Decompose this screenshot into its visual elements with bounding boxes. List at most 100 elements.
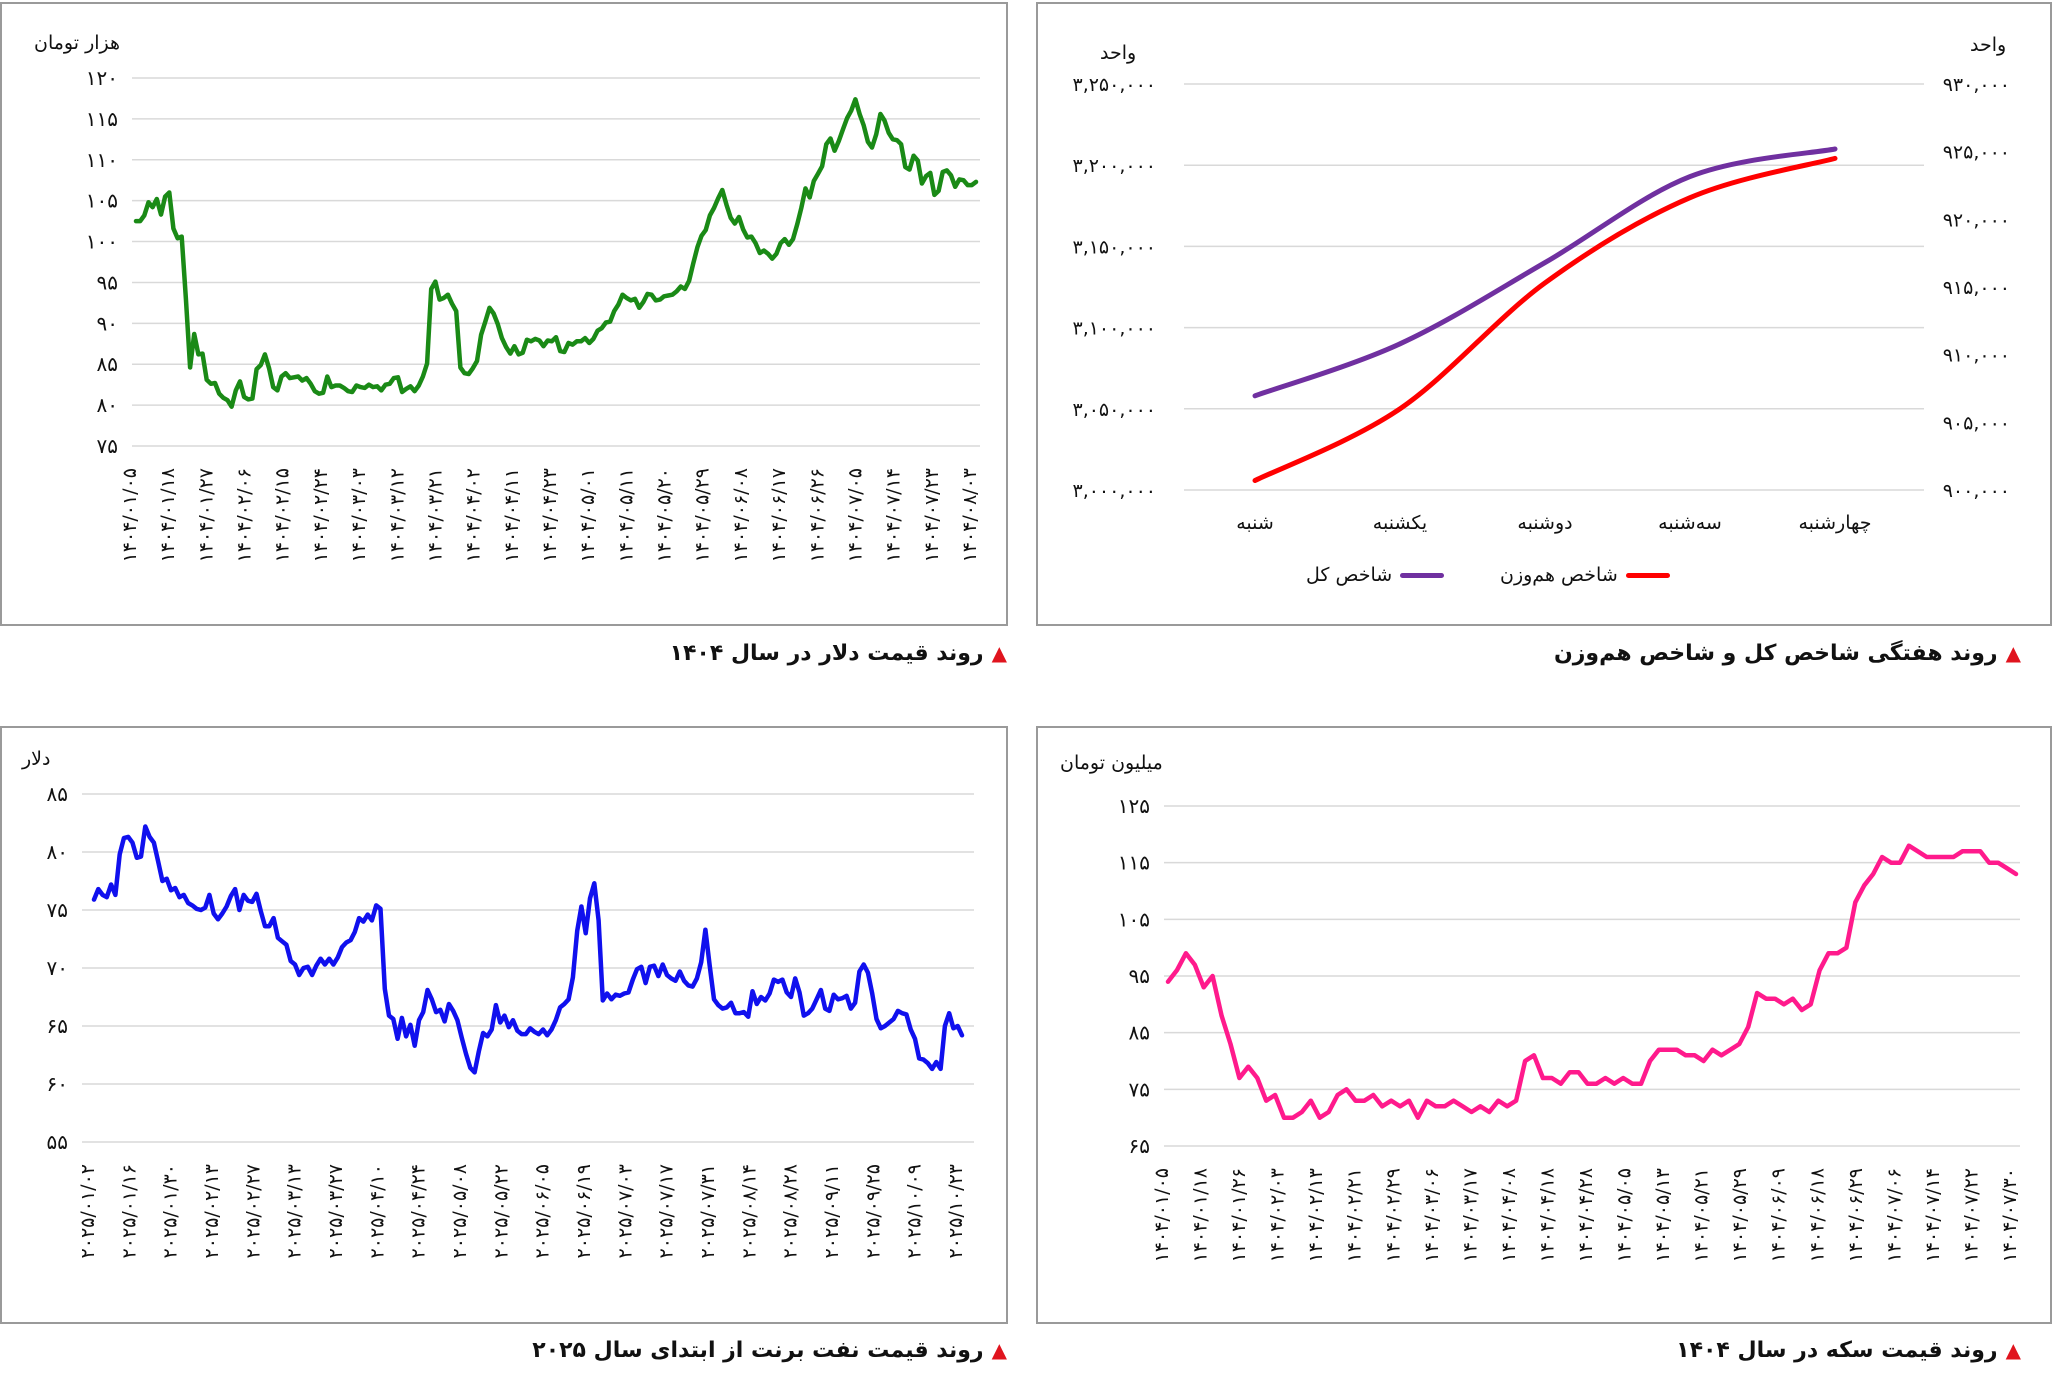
coin-unit: میلیون تومان	[1060, 752, 1163, 774]
index-total-line	[1252, 146, 1838, 399]
brent-chart: ۵۵ ۶۰ ۶۵ ۷۰ ۷۵ ۸۰ ۸۵ ۲۰۲۵/۰۱/۰۲ ۲۰۲۵/۰۱/۱۶ ۲۰۲۵/۰…	[47, 782, 974, 1258]
brent-y-tick-label: ۸۰	[47, 840, 68, 864]
index-left-tick-label: ۳,۱۵۰,۰۰۰	[1072, 236, 1156, 258]
index-caption: ▲ روند هفتگی شاخص کل و شاخص هم‌وزن	[1554, 641, 2021, 666]
brent-y-tick-label: ۷۰	[47, 956, 68, 980]
coin-x-tick-label: ۱۴۰۴/۰۲/۲۱	[1344, 1168, 1366, 1262]
index-right-tick-label: ۹۳۰,۰۰۰	[1943, 74, 2010, 96]
coin-y-tick-label: ۱۰۵	[1118, 907, 1150, 931]
dollar-x-tick-label: ۱۴۰۴/۰۵/۰۱	[577, 468, 599, 562]
brent-x-tick-label: ۲۰۲۵/۰۱/۱۶	[118, 1164, 140, 1258]
index-legend-red-label: شاخص هم‌وزن	[1500, 564, 1618, 586]
dollar-series-line	[133, 97, 979, 409]
caption-triangle-icon: ▲	[2005, 1338, 2021, 1362]
dollar-chart: ۷۵ ۸۰ ۸۵ ۹۰ ۹۵ ۱۰۰ ۱۰۵ ۱۱۰ ۱۱۵ ۱۲۰ ۱۴۰۴/۰۱/۰۵ ۱۴۰۴/…	[86, 66, 981, 562]
coin-x-tick-label: ۱۴۰۴/۰۶/۰۹	[1768, 1168, 1790, 1262]
coin-x-tick-label: ۱۴۰۴/۰۲/۱۳	[1305, 1168, 1327, 1262]
coin-x-tick-label: ۱۴۰۴/۰۵/۲۹	[1729, 1168, 1751, 1262]
coin-x-tick-label: ۱۴۰۴/۰۴/۰۸	[1498, 1168, 1520, 1262]
coin-chart-panel: میلیون تومان ۶۵ ۷۵ ۸۵ ۹۵ ۱۰۵ ۱۱۵ ۱۲۵ ۱۴۰۴/۰۱/۰۵…	[1036, 726, 2052, 1324]
dollar-x-tick-label: ۱۴۰۴/۰۴/۰۲	[463, 468, 485, 562]
coin-caption-text: روند قیمت سکه در سال ۱۴۰۴	[1676, 1338, 1998, 1363]
caption-triangle-icon: ▲	[991, 641, 1007, 665]
dollar-x-tick-label: ۱۴۰۴/۰۷/۲۳	[921, 468, 943, 562]
brent-x-tick-label: ۲۰۲۵/۰۲/۲۷	[242, 1164, 264, 1258]
brent-x-tick-label: ۲۰۲۵/۰۹/۲۵	[862, 1164, 884, 1258]
dollar-x-tick-label: ۱۴۰۴/۰۴/۲۳	[539, 468, 561, 562]
dollar-x-tick-label: ۱۴۰۴/۰۲/۲۴	[310, 468, 332, 562]
dollar-x-tick-label: ۱۴۰۴/۰۶/۲۶	[806, 468, 828, 562]
index-chart-panel: واحد واحد ۳,۰۰۰,۰۰۰ ۳,۰۵۰,۰۰۰ ۳,۱۰۰,۰۰۰ ۳,۱…	[1036, 2, 2052, 626]
coin-x-tick-label: ۱۴۰۴/۰۱/۱۸	[1190, 1168, 1212, 1262]
dollar-x-tick-label: ۱۴۰۴/۰۸/۰۳	[959, 468, 981, 562]
coin-x-tick-label: ۱۴۰۴/۰۲/۲۹	[1382, 1168, 1404, 1262]
coin-x-tick-label: ۱۴۰۴/۰۶/۱۸	[1806, 1168, 1828, 1262]
brent-caption-text: روند قیمت نفت برنت از ابتدای سال ۲۰۲۵	[532, 1338, 984, 1363]
index-x-category-label: دوشنبه	[1517, 512, 1572, 534]
index-right-tick-label: ۹۱۵,۰۰۰	[1943, 277, 2010, 299]
brent-x-tick-label: ۲۰۲۵/۰۸/۱۴	[738, 1164, 760, 1258]
coin-x-tick-label: ۱۴۰۴/۰۶/۲۹	[1845, 1168, 1867, 1262]
coin-x-tick-label: ۱۴۰۴/۰۱/۲۶	[1228, 1168, 1250, 1262]
dollar-x-tick-label: ۱۴۰۴/۰۷/۱۴	[883, 468, 905, 562]
index-right-tick-label: ۹۰۵,۰۰۰	[1943, 412, 2010, 434]
coin-x-tick-label: ۱۴۰۴/۰۷/۰۶	[1883, 1168, 1905, 1262]
coin-x-tick-label: ۱۴۰۴/۰۷/۲۲	[1960, 1168, 1982, 1262]
brent-x-tick-label: ۲۰۲۵/۰۳/۲۷	[325, 1164, 347, 1258]
index-x-category-label: سه‌شنبه	[1658, 512, 1722, 534]
coin-x-tick-label: ۱۴۰۴/۰۷/۳۰	[1999, 1168, 2021, 1262]
coin-y-tick-label: ۶۵	[1129, 1134, 1150, 1158]
coin-y-tick-label: ۱۱۵	[1118, 851, 1150, 875]
coin-x-tick-label: ۱۴۰۴/۰۳/۰۶	[1421, 1168, 1443, 1262]
dollar-caption-text: روند قیمت دلار در سال ۱۴۰۴	[669, 641, 984, 666]
brent-y-tick-label: ۵۵	[47, 1130, 68, 1154]
caption-triangle-icon: ▲	[2005, 641, 2021, 665]
dollar-x-tick-label: ۱۴۰۴/۰۱/۰۵	[119, 468, 141, 562]
brent-x-tick-label: ۲۰۲۵/۱۰/۲۳	[945, 1164, 967, 1258]
dollar-x-tick-label: ۱۴۰۴/۰۵/۱۱	[615, 468, 637, 562]
brent-x-tick-label: ۲۰۲۵/۰۷/۰۳	[614, 1164, 636, 1258]
index-legend-total: شاخص کل	[1306, 564, 1445, 586]
index-right-tick-label: ۹۲۰,۰۰۰	[1943, 209, 2010, 231]
coin-caption: ▲ روند قیمت سکه در سال ۱۴۰۴	[1676, 1338, 2021, 1363]
brent-x-tick-label: ۲۰۲۵/۰۴/۱۰	[366, 1164, 388, 1258]
dollar-x-tick-label: ۱۴۰۴/۰۲/۱۵	[272, 468, 294, 562]
brent-x-tick-label: ۲۰۲۵/۱۰/۰۹	[904, 1164, 926, 1258]
coin-x-tick-label: ۱۴۰۴/۰۴/۲۸	[1575, 1168, 1597, 1262]
brent-y-tick-label: ۶۵	[47, 1014, 68, 1038]
dollar-y-tick-label: ۱۰۰	[86, 230, 118, 254]
index-right-tick-label: ۹۲۵,۰۰۰	[1943, 142, 2010, 164]
dollar-x-tick-label: ۱۴۰۴/۰۲/۰۶	[234, 468, 256, 562]
brent-x-tick-label: ۲۰۲۵/۰۶/۱۹	[573, 1164, 595, 1258]
brent-x-tick-label: ۲۰۲۵/۰۵/۰۸	[449, 1164, 471, 1258]
brent-x-tick-label: ۲۰۲۵/۰۹/۱۱	[821, 1164, 843, 1258]
coin-x-tick-label: ۱۴۰۴/۰۵/۱۳	[1652, 1168, 1674, 1262]
dollar-x-tick-label: ۱۴۰۴/۰۴/۱۱	[501, 468, 523, 562]
brent-x-tick-label: ۲۰۲۵/۰۵/۲۲	[490, 1164, 512, 1258]
index-left-tick-label: ۳,۰۰۰,۰۰۰	[1072, 480, 1156, 502]
dollar-unit: هزار تومان	[34, 32, 121, 54]
index-right-tick-label: ۹۰۰,۰۰۰	[1943, 480, 2010, 502]
coin-chart: ۶۵ ۷۵ ۸۵ ۹۵ ۱۰۵ ۱۱۵ ۱۲۵ ۱۴۰۴/۰۱/۰۵ ۱۴۰۴/۰۱/۱۸ ۱۴۰…	[1118, 794, 2021, 1262]
index-chart: ۳,۰۰۰,۰۰۰ ۳,۰۵۰,۰۰۰ ۳,۱۰۰,۰۰۰ ۳,۱۵۰,۰۰۰ ۳,۲۰…	[1072, 74, 2010, 534]
index-left-unit: واحد	[1100, 42, 1137, 64]
index-legend-purple-swatch	[1400, 573, 1445, 578]
dollar-caption: ▲ روند قیمت دلار در سال ۱۴۰۴	[670, 641, 1007, 666]
brent-x-tick-label: ۲۰۲۵/۰۲/۱۳	[201, 1164, 223, 1258]
dollar-x-tick-label: ۱۴۰۴/۰۵/۲۹	[692, 468, 714, 562]
index-legend-purple-label: شاخص کل	[1306, 564, 1393, 586]
dollar-y-tick-label: ۱۰۵	[86, 189, 118, 213]
dollar-y-tick-label: ۹۰	[97, 311, 118, 335]
index-caption-text: روند هفتگی شاخص کل و شاخص هم‌وزن	[1553, 641, 1998, 666]
dollar-x-tick-label: ۱۴۰۴/۰۶/۱۷	[768, 468, 790, 562]
brent-x-tick-label: ۲۰۲۵/۰۶/۰۵	[532, 1164, 554, 1258]
coin-x-tick-label: ۱۴۰۴/۰۳/۱۷	[1459, 1168, 1481, 1262]
brent-chart-panel: دلار ۵۵ ۶۰ ۶۵ ۷۰ ۷۵ ۸۰ ۸۵ ۲۰۲۵/۰۱/۰۲ ۲۰۲۵/۰۱/۱۶ ۲…	[0, 726, 1008, 1324]
brent-y-tick-label: ۷۵	[47, 898, 68, 922]
dollar-x-tick-label: ۱۴۰۴/۰۳/۱۲	[386, 468, 408, 562]
caption-triangle-icon: ▲	[991, 1338, 1007, 1362]
dollar-y-tick-label: ۸۰	[97, 393, 118, 417]
dollar-x-tick-label: ۱۴۰۴/۰۷/۰۵	[844, 468, 866, 562]
coin-x-tick-label: ۱۴۰۴/۰۵/۰۵	[1614, 1168, 1636, 1262]
dollar-x-tick-label: ۱۴۰۴/۰۱/۲۷	[195, 468, 217, 562]
